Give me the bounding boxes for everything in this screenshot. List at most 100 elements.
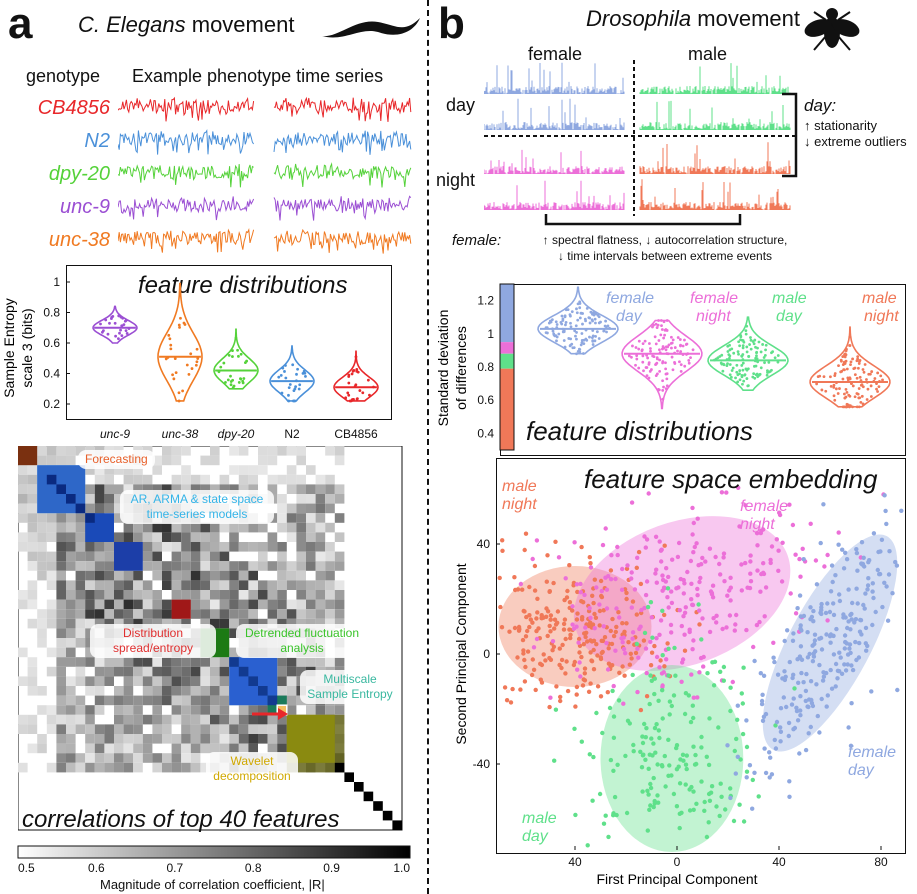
- scatter-point: [594, 710, 599, 716]
- scatter-point: [591, 667, 597, 672]
- heatmap-cell: [27, 686, 38, 696]
- scatter-point: [728, 795, 733, 801]
- violin-point: [344, 396, 348, 400]
- heatmap-cell: [85, 618, 95, 629]
- heatmap-cell: [229, 465, 239, 475]
- heatmap-cell: [286, 676, 297, 686]
- scatter-point: [665, 595, 670, 600]
- heatmap-cell: [152, 609, 162, 619]
- scatter-point: [652, 691, 657, 697]
- heatmap-cell: [37, 455, 47, 466]
- heatmap-cell: [200, 695, 210, 706]
- scatter-point: [624, 810, 630, 816]
- scatter-point: [551, 644, 557, 649]
- scatter-point: [530, 657, 535, 662]
- violin-point: [857, 405, 861, 409]
- scatter-point: [657, 632, 662, 637]
- heatmap-cell: [325, 590, 335, 600]
- heatmap-cell: [27, 743, 38, 754]
- scatter-point: [699, 637, 704, 642]
- heatmap-cell: [210, 734, 220, 744]
- heatmap-cell: [142, 522, 153, 533]
- violin-point: [224, 380, 227, 384]
- heatmap-cell: [152, 686, 162, 696]
- heatmap-cell: [46, 762, 57, 773]
- scatter-point: [836, 530, 841, 535]
- heatmap-cell: [142, 676, 153, 686]
- scatter-point: [673, 673, 678, 678]
- scatter-point: [652, 643, 657, 649]
- scatter-point: [767, 750, 772, 755]
- scatter-point: [535, 610, 540, 615]
- violin-point: [753, 359, 757, 363]
- scatter-point: [866, 560, 871, 565]
- heatmap-cell: [152, 522, 162, 533]
- heatmap-cell: [210, 484, 220, 494]
- violin-point: [754, 373, 758, 377]
- violin-point: [849, 363, 852, 367]
- heatmap-cell: [248, 542, 258, 552]
- violin-point: [172, 377, 176, 381]
- heatmap-cell: [94, 676, 105, 686]
- heatmap-cell: [94, 762, 105, 773]
- heatmap-cell: [229, 532, 239, 542]
- violin-point: [741, 361, 745, 365]
- heatmap-cell: [200, 724, 210, 734]
- scatter-point: [541, 652, 546, 657]
- violin-point: [555, 326, 559, 329]
- violin-point: [722, 363, 726, 367]
- violin-a-ytick: 0.8: [43, 306, 60, 320]
- heatmap-cell: [162, 657, 172, 667]
- scatter-point: [615, 552, 620, 558]
- heatmap-cell: [229, 542, 239, 552]
- heatmap-cell: [66, 686, 76, 696]
- heatmap-cell: [46, 551, 57, 562]
- violin-point: [747, 355, 751, 358]
- scatter-point: [669, 630, 674, 635]
- violin-point: [858, 359, 861, 363]
- heatmap-cell: [104, 542, 114, 552]
- heatmap-cell: [306, 580, 316, 590]
- violin-point: [858, 396, 862, 400]
- violin-point: [239, 377, 242, 380]
- scatter-point: [591, 638, 597, 643]
- violin-point: [630, 355, 633, 359]
- heatmap-cell: [267, 599, 278, 610]
- violin-point: [640, 348, 644, 352]
- heatmap-cell: [66, 522, 76, 533]
- scatter-point: [831, 633, 836, 639]
- heatmap-cell: [238, 734, 249, 744]
- violin-b-label: female: [690, 290, 739, 307]
- scatter-point: [682, 711, 688, 717]
- violin-point: [673, 346, 677, 349]
- scatter-point: [797, 751, 802, 756]
- scatter-point: [634, 612, 639, 617]
- violin-point: [745, 350, 749, 354]
- heatmap-cell: [325, 599, 335, 610]
- day-note-line1: ↑ stationarity: [804, 118, 877, 133]
- heatmap-cell: [104, 580, 114, 590]
- scatter-point: [795, 606, 800, 611]
- scatter-point: [831, 612, 837, 618]
- violin-point: [741, 382, 744, 386]
- scatter-point: [557, 646, 562, 651]
- female-bracket: [544, 214, 742, 226]
- heatmap-cell: [210, 676, 220, 686]
- violin-point: [731, 366, 735, 370]
- scatter-point: [612, 794, 618, 800]
- violin-point: [664, 348, 668, 352]
- heatmap-cell: [162, 676, 172, 686]
- violin-point: [566, 308, 570, 312]
- heatmap-cell: [37, 705, 47, 715]
- scatter-point: [735, 754, 740, 759]
- scatter-point: [850, 600, 855, 606]
- genotype-label: dpy-20: [48, 163, 110, 185]
- scatter-point: [523, 634, 529, 639]
- violin-point: [745, 377, 749, 380]
- violin-point: [195, 347, 199, 351]
- violin-point: [664, 361, 667, 365]
- heatmap-cell: [296, 609, 306, 619]
- scatter-point: [779, 579, 785, 584]
- scatter-point: [741, 665, 746, 670]
